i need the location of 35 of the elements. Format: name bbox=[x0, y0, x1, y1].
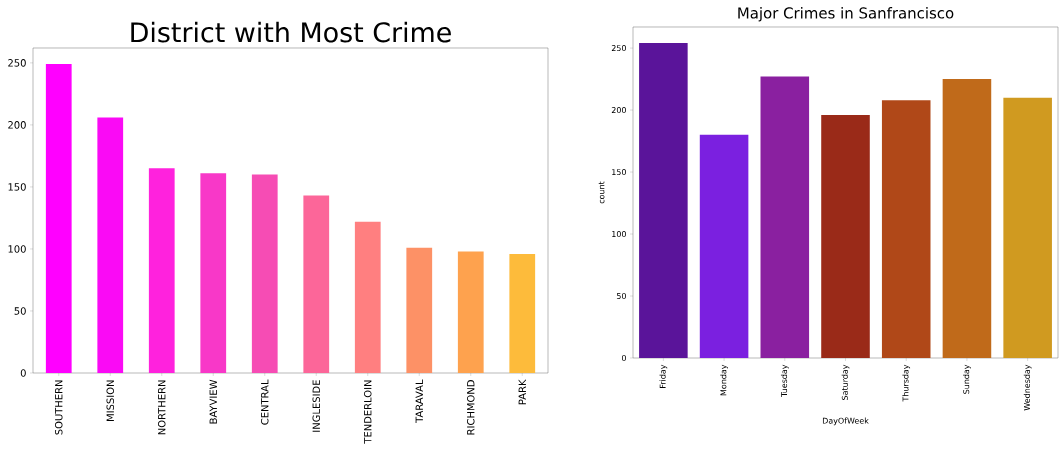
x-tick-label: INGLESIDE bbox=[312, 380, 321, 432]
bar bbox=[639, 43, 688, 358]
x-tick-label: MISSION bbox=[106, 380, 115, 421]
bar bbox=[303, 195, 330, 373]
bar bbox=[457, 251, 484, 373]
x-tick-label: BAYVIEW bbox=[209, 379, 217, 424]
y-tick-label: 100 bbox=[8, 245, 26, 253]
bar bbox=[1003, 97, 1052, 358]
y-tick-label: 250 bbox=[8, 59, 26, 67]
bar bbox=[45, 64, 72, 373]
bar bbox=[354, 221, 381, 373]
x-tick-label: RICHMOND bbox=[466, 380, 475, 435]
bar bbox=[406, 247, 433, 373]
y-tick-label: 0 bbox=[20, 369, 26, 377]
bar bbox=[699, 134, 749, 358]
bar bbox=[509, 253, 536, 373]
x-tick-label: TENDERLOIN bbox=[363, 380, 372, 444]
bar bbox=[251, 174, 278, 373]
bar bbox=[942, 79, 992, 358]
y-tick-label: 150 bbox=[8, 183, 26, 191]
chart-title: District with Most Crime bbox=[131, 21, 451, 43]
bar bbox=[881, 100, 931, 358]
y-tick-label: 200 bbox=[8, 121, 26, 129]
y-tick-label: 50 bbox=[14, 307, 26, 315]
x-tick-label: CENTRAL bbox=[260, 379, 269, 425]
x-tick-label: SOUTHERN bbox=[54, 380, 63, 435]
chart-title: Major Crimes in Sanfrancisco bbox=[738, 7, 954, 22]
x-tick-label: TARAVAL bbox=[415, 379, 423, 423]
x-tick-label: PARK bbox=[518, 379, 526, 405]
bar bbox=[821, 115, 870, 358]
bar bbox=[97, 117, 124, 373]
bar bbox=[200, 173, 227, 373]
bar bbox=[760, 76, 810, 358]
x-tick-label: NORTHERN bbox=[157, 380, 166, 435]
bar bbox=[148, 168, 175, 373]
